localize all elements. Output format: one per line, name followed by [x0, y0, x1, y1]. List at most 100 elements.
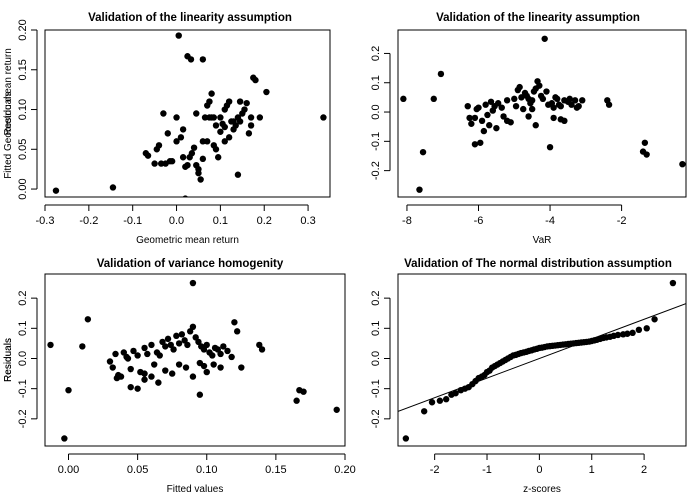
chart-2-point [579, 97, 586, 104]
chart-3-point [124, 355, 132, 362]
chart-3-points [47, 279, 340, 442]
chart-3-point [175, 340, 183, 347]
chart-4-point [452, 389, 459, 397]
chart-4-y-label: Residuals [3, 338, 14, 382]
chart-4-point [436, 397, 444, 404]
chart-1-x-tick-label: 0.0 [169, 215, 184, 227]
chart-4-x-tick-label: 2 [641, 464, 647, 476]
chart-3-point [182, 364, 190, 371]
chart-3-point [141, 370, 148, 377]
chart-3-point [106, 358, 114, 365]
chart-4-point [624, 330, 631, 337]
chart-3-point [184, 341, 191, 349]
chart-1-x-tick-label: 0.2 [257, 215, 272, 227]
chart-3-x-tick-label: 0.20 [334, 464, 355, 476]
chart-2-point [503, 97, 511, 104]
chart-4-point [629, 329, 636, 337]
chart-4-points [402, 279, 677, 442]
chart-2-point [484, 111, 491, 119]
chart-3-point [127, 365, 134, 373]
chart-1-point [212, 122, 220, 129]
chart-1-point [188, 150, 196, 157]
chart-3-x-label: Fitted values [167, 484, 224, 492]
chart-3-point [79, 343, 86, 350]
chart-1-point [162, 160, 169, 167]
chart-1-x-tick-label: 0.1 [213, 215, 228, 227]
chart-1-point [52, 187, 60, 194]
chart-2-point [541, 35, 548, 42]
chart-4-point [635, 326, 643, 334]
chart-1-point [210, 114, 218, 121]
chart-3: Validation of variance homogenity 0.00 0.0… [3, 258, 356, 492]
chart-3-point [117, 373, 125, 380]
chart-2-point [487, 98, 495, 105]
chart-1-point [212, 146, 220, 153]
chart-2-point [464, 102, 471, 110]
chart-4-frame [397, 273, 687, 447]
chart-1-point [201, 114, 209, 121]
chart-3-point [173, 332, 180, 340]
chart-1-point [221, 138, 228, 145]
chart-2-points [400, 35, 686, 193]
chart-1-x-tick-label: -0.3 [36, 215, 55, 227]
chart-2-point [528, 97, 536, 104]
chart-3-point [170, 346, 177, 353]
chart-2-point [512, 102, 520, 110]
chart-4-y-tick-label: 0.1 [370, 321, 382, 336]
chart-2-point [486, 122, 493, 129]
chart-1-point [155, 142, 163, 149]
chart-1-point [195, 165, 202, 173]
chart-2-point [532, 122, 539, 129]
chart-3-y-tick-label: 0.2 [17, 290, 29, 305]
chart-3-point [175, 361, 183, 368]
chart-2-title: Validation of the linearity assumption [436, 12, 640, 24]
chart-1-point [199, 56, 207, 63]
chart-1-point [245, 130, 253, 137]
chart-2-point [641, 139, 649, 146]
chart-2-y-tick-label: -0.2 [370, 161, 382, 180]
chart-2-x-tick-label: -4 [545, 215, 555, 227]
chart-1-point [179, 126, 187, 133]
chart-1-point [252, 76, 259, 84]
chart-3-point [61, 435, 68, 442]
chart-1-y-tick-label: 0.10 [17, 99, 29, 120]
chart-1-point [187, 56, 195, 63]
chart-2-point [561, 117, 568, 125]
chart-4-x-tick-label: -2 [430, 464, 440, 476]
chart-3-point [134, 385, 141, 392]
chart-3-point [217, 364, 224, 371]
chart-3-point [189, 373, 197, 380]
chart-4-point [651, 316, 658, 323]
chart-4-point [402, 435, 410, 442]
chart-1-point [247, 114, 255, 121]
chart-4-y-tick-label: -0.2 [370, 409, 382, 428]
chart-4-title: Validation of The normal distribution as… [404, 258, 672, 270]
chart-1-points [52, 32, 327, 197]
chart-2-x-tick-label: -2 [617, 215, 627, 227]
chart-1-x-tick-label: -0.1 [123, 215, 142, 227]
chart-1-point [164, 130, 171, 137]
chart-2-point [575, 102, 582, 110]
chart-2-point [557, 102, 564, 110]
chart-2-y-tick-label: 0.0 [370, 104, 382, 119]
chart-2-point [543, 88, 550, 95]
chart-1-point [214, 154, 222, 161]
chart-2-point [546, 143, 554, 151]
chart-3-point [231, 319, 238, 326]
chart-3-point [65, 386, 72, 394]
chart-1-point [144, 152, 152, 159]
chart-3-point [228, 353, 235, 361]
chart-4-point [428, 399, 436, 406]
chart-1-point [173, 138, 180, 145]
chart-3-point [200, 362, 208, 370]
chart-3-point [148, 341, 155, 349]
chart-2-point [471, 114, 479, 122]
chart-1-point [230, 118, 237, 125]
chart-3-x-tick-label: 0.15 [265, 464, 286, 476]
chart-3-point [233, 328, 241, 335]
chart-1-point [109, 184, 117, 191]
chart-3-point [258, 346, 266, 353]
chart-4-x-tick-label: 1 [589, 464, 595, 476]
chart-4-reference-line [398, 303, 686, 412]
